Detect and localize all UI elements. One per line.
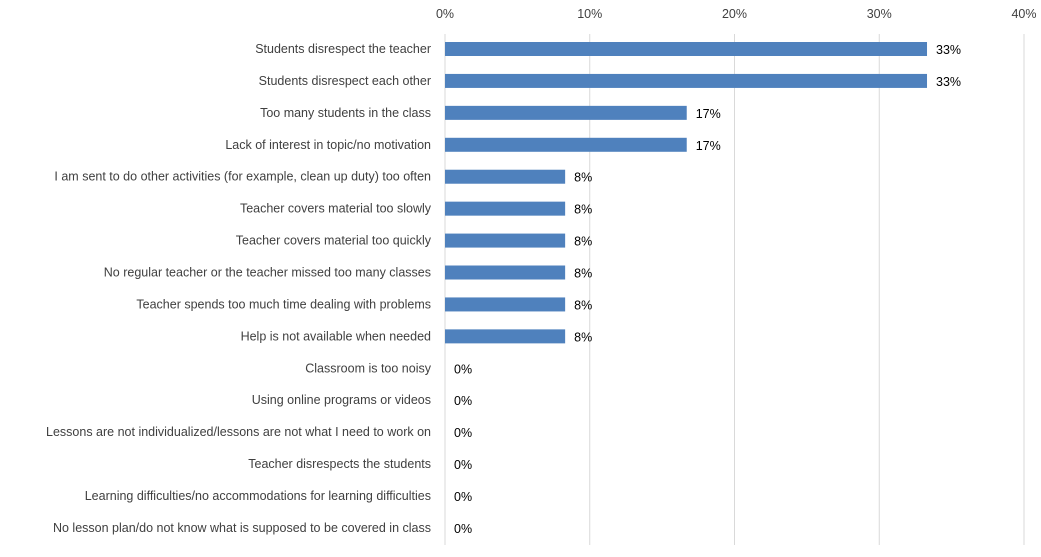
category-label: Teacher disrespects the students [248,457,431,471]
category-label: Students disrespect each other [259,74,431,88]
data-label: 0% [454,490,472,504]
gridlines [589,34,1025,545]
bar [445,73,928,88]
data-label: 8% [574,298,592,312]
data-label: 8% [574,235,592,249]
category-label: Learning difficulties/no accommodations … [85,489,431,503]
x-tick-label: 10% [577,7,602,21]
bar [445,169,566,184]
category-label: Teacher covers material too slowly [240,202,432,216]
bar [445,233,566,248]
data-label: 8% [574,171,592,185]
data-label: 8% [574,203,592,217]
data-label: 8% [574,267,592,281]
data-label: 0% [454,362,472,376]
data-label: 33% [936,75,961,89]
category-labels: Students disrespect the teacher Students … [46,42,432,535]
category-label: Classroom is too noisy [305,361,431,375]
data-label: 17% [696,107,721,121]
bar [445,201,566,216]
bar [445,42,928,56]
bar [445,137,687,152]
x-axis-ticks: 0% 10% 20% 30% 40% [436,7,1037,21]
category-label: Using online programs or videos [252,393,431,407]
data-label: 0% [454,394,472,408]
category-label: Teacher spends too much time dealing wit… [136,297,431,311]
category-label: No lesson plan/do not know what is suppo… [53,521,431,535]
bar [445,297,566,312]
data-label: 0% [454,522,472,536]
x-tick-label: 20% [722,7,747,21]
data-label: 17% [696,139,721,153]
data-label: 8% [574,330,592,344]
x-tick-label: 40% [1011,7,1036,21]
x-tick-label: 0% [436,7,454,21]
category-label: Students disrespect the teacher [255,42,431,56]
data-labels: 33% 33% 17% 17% 8% 8% 8% 8% 8% 8% 0% 0% 0% 0% 0% 0% [454,43,961,536]
x-tick-label: 30% [867,7,892,21]
bar [445,105,687,120]
category-label: Teacher covers material too quickly [236,234,432,248]
data-label: 0% [454,458,472,472]
category-label: Lessons are not individualized/lessons a… [46,425,431,439]
bar [445,329,566,344]
category-label: Too many students in the class [260,106,431,120]
data-label: 33% [936,43,961,57]
bars [445,42,928,344]
category-label: Lack of interest in topic/no motivation [225,138,431,152]
category-label: I am sent to do other activities (for ex… [54,170,431,184]
category-label: Help is not available when needed [241,329,431,343]
category-label: No regular teacher or the teacher missed… [104,266,431,280]
data-label: 0% [454,426,472,440]
bar [445,265,566,280]
